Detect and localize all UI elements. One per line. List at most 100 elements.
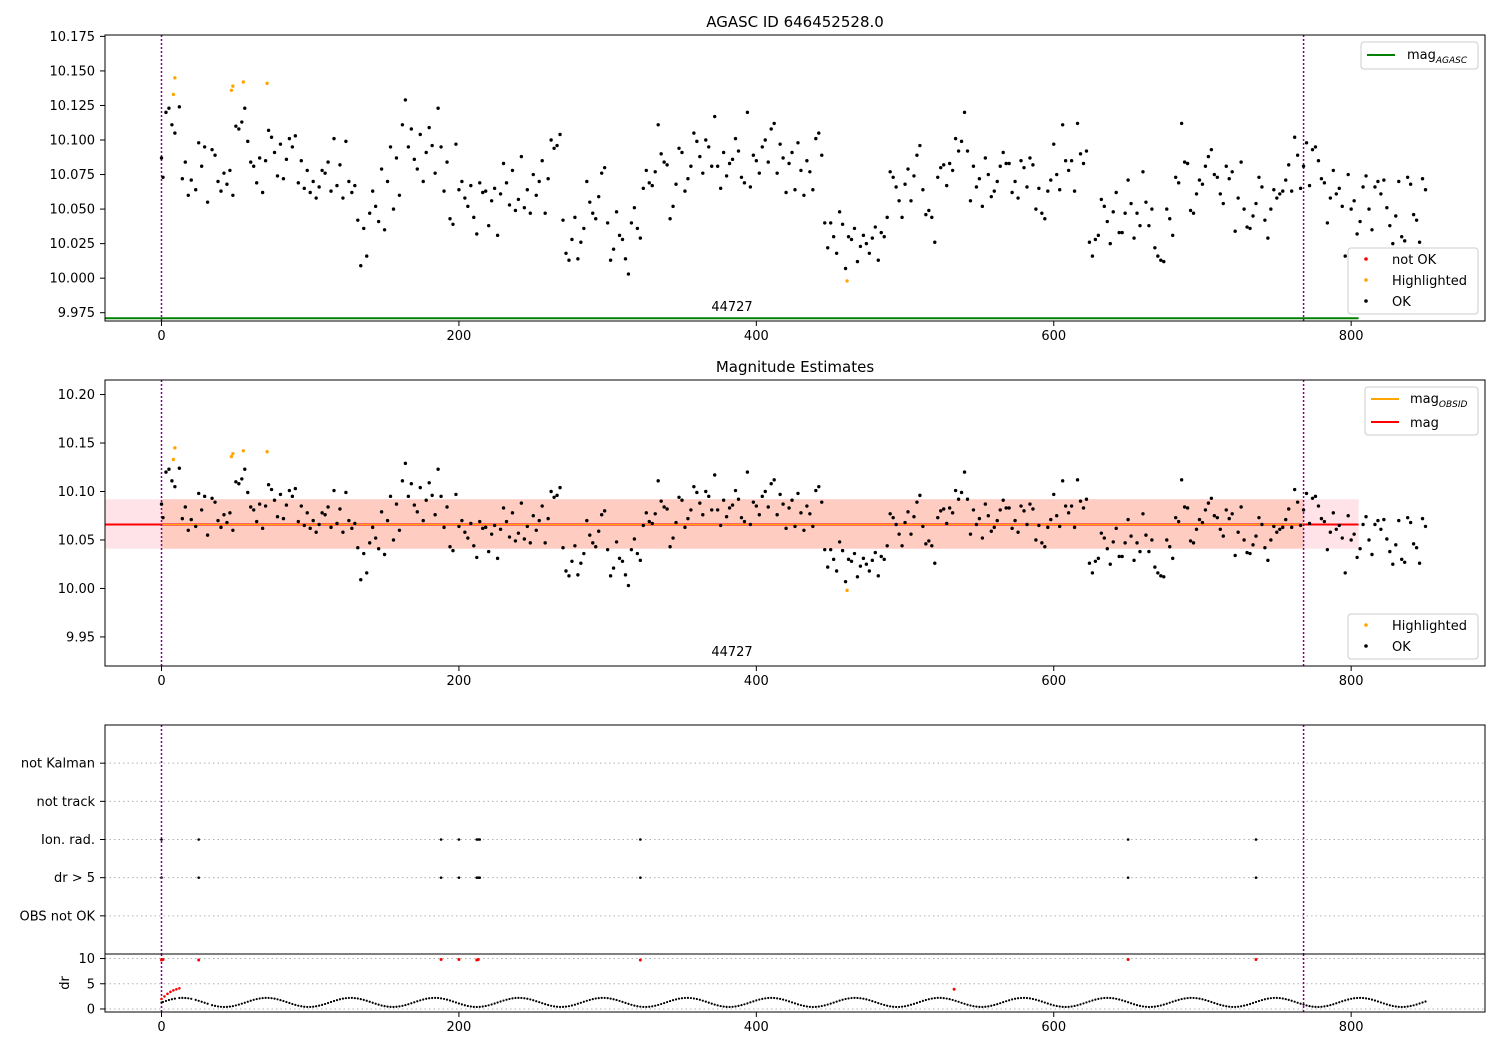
dr-point bbox=[734, 1005, 737, 1008]
x-tick-label: 600 bbox=[1041, 674, 1066, 689]
dr-point bbox=[841, 998, 844, 1001]
ok-point bbox=[1408, 520, 1413, 525]
dr-point bbox=[823, 1004, 826, 1007]
dr-point bbox=[1189, 996, 1192, 999]
ok-point bbox=[525, 188, 530, 192]
ok-point bbox=[942, 507, 946, 511]
ok-point bbox=[742, 181, 747, 185]
magnitude-legend-bottom[interactable]: Highlighted OK bbox=[1347, 613, 1479, 660]
dr-point bbox=[1317, 1005, 1320, 1009]
ok-point bbox=[537, 518, 541, 523]
ok-point bbox=[1182, 160, 1187, 164]
ok-point bbox=[1191, 541, 1196, 545]
dr-point bbox=[591, 998, 594, 1001]
ok-point bbox=[882, 557, 886, 562]
ok-point bbox=[692, 484, 696, 489]
ok-point bbox=[906, 167, 910, 171]
dr-point bbox=[1394, 1005, 1397, 1008]
dr-point bbox=[978, 1005, 981, 1009]
ok-point bbox=[757, 171, 762, 175]
y-tick-label: 10 bbox=[78, 952, 95, 967]
ok-point bbox=[1057, 524, 1062, 529]
ok-point bbox=[1171, 233, 1175, 238]
ok-point bbox=[213, 500, 217, 504]
ok-point bbox=[942, 163, 946, 167]
dr-point bbox=[326, 1001, 330, 1005]
agasc-x-axis: 0 200 400 600 800 bbox=[157, 321, 1364, 344]
agasc-legend-bottom[interactable]: not OK Highlighted OK bbox=[1347, 247, 1479, 315]
dr-point bbox=[826, 1003, 829, 1006]
ok-point bbox=[263, 504, 268, 508]
ok-point bbox=[249, 160, 253, 164]
legend-highlighted-label: Highlighted bbox=[1392, 274, 1467, 289]
dr-point bbox=[802, 1004, 806, 1008]
dr-point bbox=[1129, 1002, 1133, 1005]
dr-point bbox=[796, 1003, 800, 1006]
dr-point bbox=[984, 1005, 987, 1008]
dr-point bbox=[359, 998, 362, 1001]
ok-point bbox=[772, 121, 776, 126]
ok-point bbox=[995, 179, 999, 184]
ok-point bbox=[243, 106, 247, 110]
ok-point bbox=[1159, 574, 1163, 578]
ok-point bbox=[1055, 514, 1059, 518]
agasc-legend-top[interactable]: magAGASC bbox=[1360, 41, 1479, 70]
dr-point bbox=[329, 1000, 333, 1004]
ok-point bbox=[573, 544, 577, 548]
dr-point bbox=[1260, 998, 1264, 1002]
ok-point bbox=[614, 540, 619, 544]
dr-point bbox=[975, 1005, 978, 1008]
ok-point bbox=[189, 517, 193, 522]
ok-point bbox=[332, 136, 336, 141]
dr-point bbox=[448, 999, 452, 1002]
ok-point bbox=[1016, 196, 1020, 200]
ok-point bbox=[677, 495, 681, 500]
ok-point bbox=[1364, 514, 1368, 519]
dr-point bbox=[666, 1000, 669, 1004]
ok-point bbox=[1352, 199, 1356, 203]
ok-point bbox=[823, 221, 827, 225]
ok-point bbox=[766, 160, 770, 164]
ok-point bbox=[1093, 237, 1098, 242]
ok-point bbox=[1423, 524, 1428, 529]
ok-point bbox=[382, 228, 387, 232]
ok-point bbox=[1298, 186, 1303, 191]
magnitude-panel-title: Magnitude Estimates bbox=[716, 358, 874, 376]
ok-point bbox=[1248, 551, 1252, 556]
ok-point bbox=[656, 123, 660, 127]
ok-point bbox=[748, 185, 753, 189]
dr-point bbox=[1272, 996, 1275, 1000]
magnitude-legend-top[interactable]: magOBSID mag bbox=[1364, 386, 1479, 436]
ok-point bbox=[1066, 511, 1071, 515]
ok-point bbox=[448, 545, 452, 549]
ok-point bbox=[1355, 232, 1359, 236]
ok-point bbox=[614, 210, 619, 214]
ok-point bbox=[237, 482, 241, 486]
ok-point bbox=[385, 518, 390, 523]
dr-point bbox=[1326, 1004, 1329, 1007]
dr-point bbox=[184, 996, 187, 1000]
ok-point bbox=[1028, 156, 1032, 160]
ok-point bbox=[1188, 208, 1193, 213]
ok-point bbox=[745, 110, 750, 115]
ok-point bbox=[284, 503, 289, 507]
dr-point bbox=[550, 1004, 553, 1007]
ok-point bbox=[1057, 188, 1062, 192]
ok-point bbox=[1072, 189, 1077, 193]
ok-point bbox=[579, 561, 583, 565]
dr-point bbox=[194, 998, 197, 1002]
dr-point bbox=[648, 1005, 651, 1008]
ok-point bbox=[350, 190, 354, 195]
ok-point bbox=[481, 190, 485, 195]
dr-point bbox=[1308, 1005, 1311, 1008]
ok-point bbox=[1313, 494, 1318, 499]
dr-point bbox=[1031, 997, 1035, 1001]
dr-point bbox=[1245, 1003, 1249, 1006]
x-tick-label: 400 bbox=[744, 674, 769, 689]
x-tick-label: 0 bbox=[157, 329, 165, 344]
ok-point bbox=[730, 157, 735, 162]
dr-point bbox=[338, 998, 342, 1001]
ok-point bbox=[365, 571, 369, 575]
ok-point bbox=[1337, 523, 1341, 528]
dr-point bbox=[541, 1002, 544, 1005]
